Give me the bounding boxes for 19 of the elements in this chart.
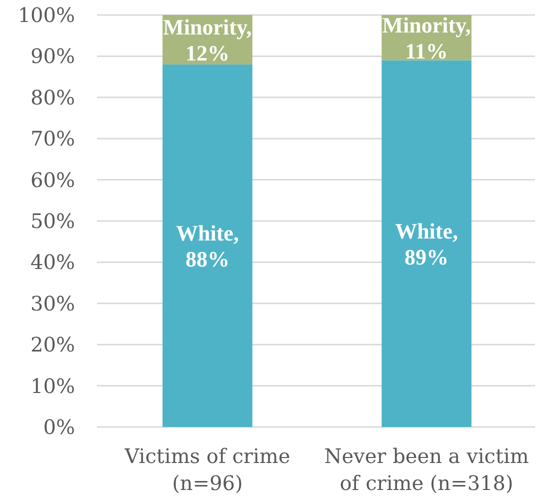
y-tick-label: 40% [30, 250, 75, 274]
y-tick-label: 100% [18, 3, 75, 27]
data-label: Minority, 12% [163, 14, 252, 66]
y-tick-label: 10% [30, 374, 75, 398]
y-tick-label: 80% [30, 85, 75, 110]
x-tick-label: Never been a victim of crime (n=318) [324, 444, 529, 495]
y-tick-label: 20% [30, 332, 75, 357]
data-label: White, 89% [395, 218, 458, 270]
y-tick-label: 70% [30, 126, 75, 151]
y-tick-label: 30% [30, 291, 75, 316]
y-tick-label: 60% [30, 168, 75, 192]
y-tick-label: 50% [30, 209, 75, 233]
data-label: Minority, 11% [382, 12, 471, 64]
y-tick-label: 90% [30, 44, 75, 68]
bar [382, 60, 472, 427]
y-tick-label: 0% [43, 415, 75, 439]
x-tick-label: Victims of crime (n=96) [124, 444, 290, 495]
data-label: White, 88% [176, 220, 239, 272]
bar [162, 64, 252, 427]
